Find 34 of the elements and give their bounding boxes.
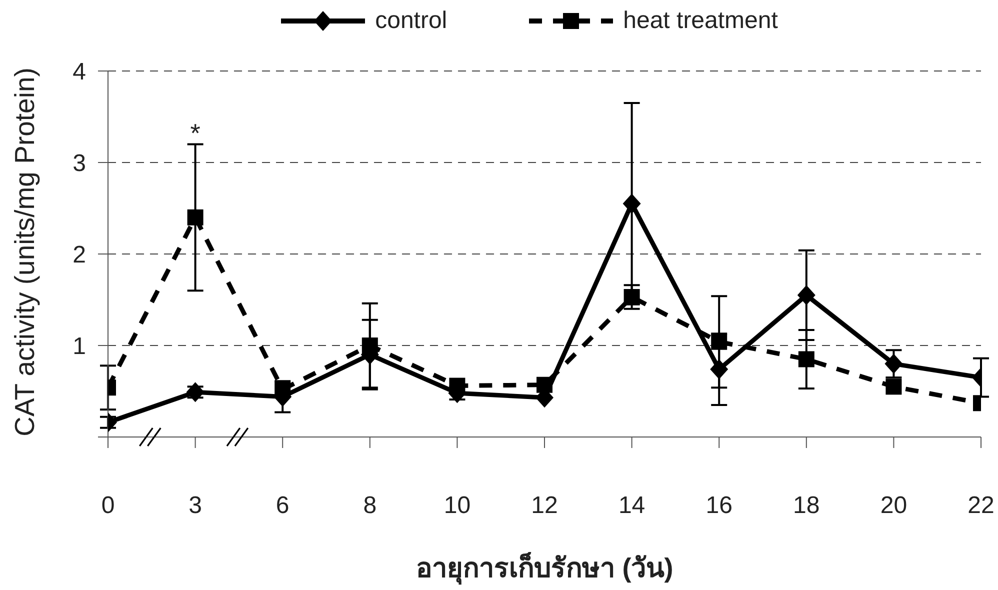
point	[186, 382, 204, 402]
x-tick-label: 3	[188, 492, 202, 520]
legend-label: control	[375, 7, 448, 34]
x-tick-label: 10	[444, 492, 471, 520]
point	[362, 338, 378, 354]
x-tick-label: 22	[968, 492, 994, 520]
y-tick-label: 1	[72, 333, 86, 360]
point	[449, 378, 466, 394]
x-tick-label: 6	[276, 492, 290, 520]
point	[884, 354, 903, 374]
point	[710, 359, 728, 380]
x-tick-label: 12	[531, 492, 558, 520]
x-tick-label: 16	[706, 492, 732, 520]
annotation: *	[190, 118, 200, 148]
y-tick-label: 3	[72, 150, 86, 178]
x-axis-title: อายุการเก็บรักษา (วัน)	[416, 553, 674, 583]
point	[886, 378, 902, 395]
point	[536, 376, 552, 393]
y-tick-label: 2	[72, 242, 86, 269]
point	[624, 289, 640, 306]
legend-label: heat treatment	[623, 7, 778, 34]
y-tick-label: 4	[72, 58, 86, 86]
x-tick-label: 8	[363, 492, 377, 520]
point	[797, 285, 816, 306]
point	[274, 381, 291, 398]
point	[798, 351, 814, 368]
x-tick-label: 14	[618, 492, 646, 520]
point	[187, 209, 204, 226]
x-tick-label: 0	[101, 492, 115, 520]
x-tick-label: 18	[793, 492, 820, 520]
x-tick-label: 20	[880, 492, 908, 520]
point	[622, 194, 641, 214]
point	[711, 334, 728, 350]
y-axis-title: CAT activity (units/mg Protein)	[9, 68, 40, 436]
